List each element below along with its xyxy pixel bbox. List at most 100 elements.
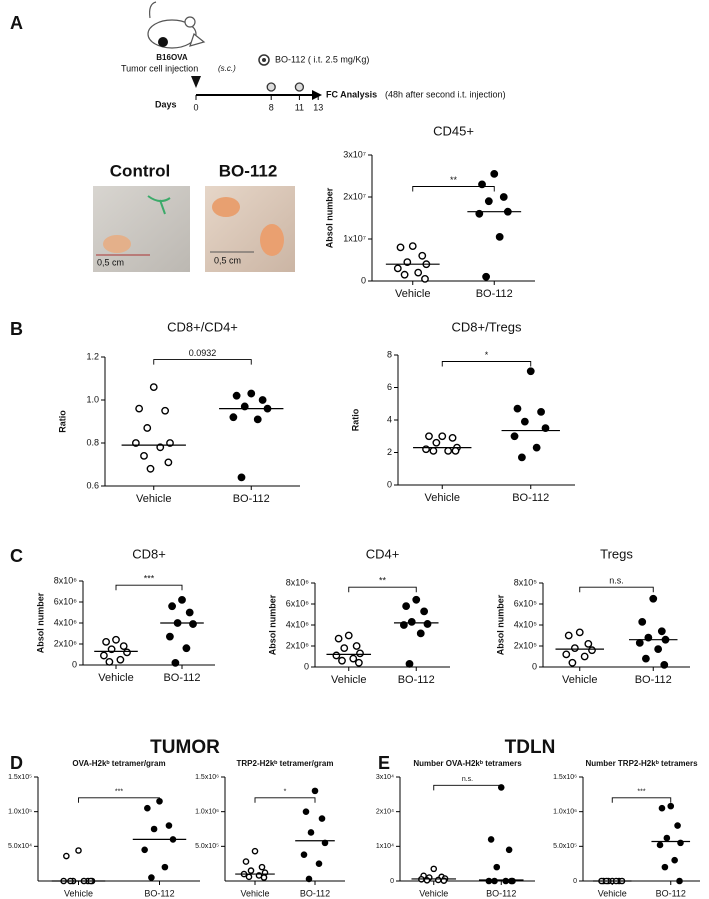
data-point: [520, 417, 529, 426]
chart-title: CD45+: [433, 123, 474, 138]
x-tick-label: Vehicle: [98, 672, 133, 684]
injection-label: Tumor cell injection: [121, 63, 198, 73]
data-point: [352, 642, 361, 650]
data-point: [493, 863, 501, 871]
x-tick-label: BO-112: [486, 888, 516, 898]
x-tick-label: BO-112: [144, 888, 174, 898]
data-point: [302, 808, 310, 815]
data-point: [315, 860, 323, 867]
data-point: [229, 413, 238, 422]
x-tick-label: Vehicle: [419, 888, 448, 898]
data-point: [344, 631, 353, 640]
data-point: [116, 655, 125, 664]
y-tick-label: 0: [387, 479, 392, 489]
chart-title: Number OVA-H2kᵇ tetramers: [413, 759, 522, 768]
chart-title: TRP2-H2kᵇ tetramer/gram: [237, 759, 334, 768]
tumor-sample: [103, 235, 131, 253]
x-tick-label: Vehicle: [425, 492, 460, 504]
significance-label: **: [379, 576, 387, 586]
data-point: [305, 875, 313, 883]
data-point: [237, 473, 246, 482]
data-point: [564, 631, 573, 640]
data-point: [185, 608, 194, 617]
mouse-icon: [147, 1, 206, 49]
endpoint-note: (48h after second i.t. injection): [385, 89, 506, 99]
data-point: [232, 391, 241, 400]
significance-bracket: [254, 797, 316, 803]
data-point: [491, 877, 498, 885]
y-tick-label: 3x10⁴: [376, 774, 394, 781]
data-point: [102, 638, 111, 646]
data-point: [168, 602, 177, 611]
data-point: [510, 432, 519, 441]
data-point: [642, 654, 650, 663]
y-tick-label: 0: [361, 275, 366, 285]
data-point: [260, 874, 268, 881]
data-point: [182, 644, 191, 653]
y-tick-label: 1.0x10⁵: [8, 809, 32, 816]
data-point: [407, 617, 416, 626]
data-point: [112, 635, 120, 644]
data-point: [671, 856, 678, 864]
significance-bracket: [433, 784, 502, 791]
data-point: [502, 877, 510, 885]
injection-route: (s.c.): [218, 64, 236, 73]
y-tick-label: 2x10⁴: [376, 809, 394, 816]
significance-label: n.s.: [462, 776, 473, 783]
x-tick-label: Vehicle: [395, 288, 430, 300]
x-tick-label: Vehicle: [598, 888, 627, 898]
y-axis-label: Ratio: [57, 410, 67, 433]
data-point: [307, 829, 315, 836]
panel-letter: D: [10, 753, 23, 773]
significance-bracket: [153, 359, 252, 365]
data-point: [537, 407, 545, 416]
data-point: [178, 596, 186, 604]
chart-title: OVA-H2kᵇ tetramer/gram: [72, 759, 165, 768]
data-point: [245, 873, 253, 881]
x-tick-label: Vehicle: [64, 888, 93, 898]
data-point: [434, 876, 442, 884]
y-axis-label: Absol number: [267, 594, 277, 655]
y-tick-label: 2x10⁶: [286, 640, 310, 650]
x-tick-label: Vehicle: [240, 888, 269, 898]
significance-bracket: [412, 186, 495, 192]
data-point: [420, 607, 429, 616]
y-tick-label: 6x10⁵: [514, 598, 538, 608]
y-tick-label: 1.0: [86, 394, 99, 404]
data-point: [667, 802, 675, 810]
data-point: [649, 594, 658, 603]
data-point: [146, 464, 155, 473]
chart-title: Tregs: [600, 546, 633, 561]
data-point: [258, 396, 267, 404]
data-point: [584, 640, 593, 648]
data-point: [478, 180, 486, 189]
data-point: [123, 648, 131, 657]
significance-bracket: [579, 586, 654, 593]
y-tick-label: 4x10⁵: [514, 619, 538, 629]
data-point: [676, 877, 683, 885]
data-point: [575, 628, 584, 637]
data-point: [119, 642, 128, 650]
data-point: [482, 272, 490, 281]
data-point: [412, 595, 421, 604]
y-axis-label: Absol number: [324, 187, 334, 248]
y-tick-label: 3x10⁷: [343, 149, 366, 159]
treatment-marker: [266, 82, 276, 92]
data-point: [658, 804, 666, 812]
data-point: [495, 232, 504, 241]
mouse-label: B16OVA: [156, 53, 188, 62]
significance-label: *: [485, 350, 489, 360]
panel-letter: A: [10, 13, 23, 33]
data-point: [356, 649, 364, 658]
data-point: [485, 877, 493, 885]
chart-title: CD4+: [366, 546, 400, 561]
data-point: [432, 438, 441, 447]
timeline-arrow: [312, 90, 322, 100]
data-point: [421, 274, 429, 283]
data-point: [165, 632, 174, 641]
data-point: [105, 657, 114, 666]
data-point: [400, 270, 409, 279]
x-tick-label: BO-112: [163, 672, 200, 684]
significance-bracket: [611, 797, 672, 803]
